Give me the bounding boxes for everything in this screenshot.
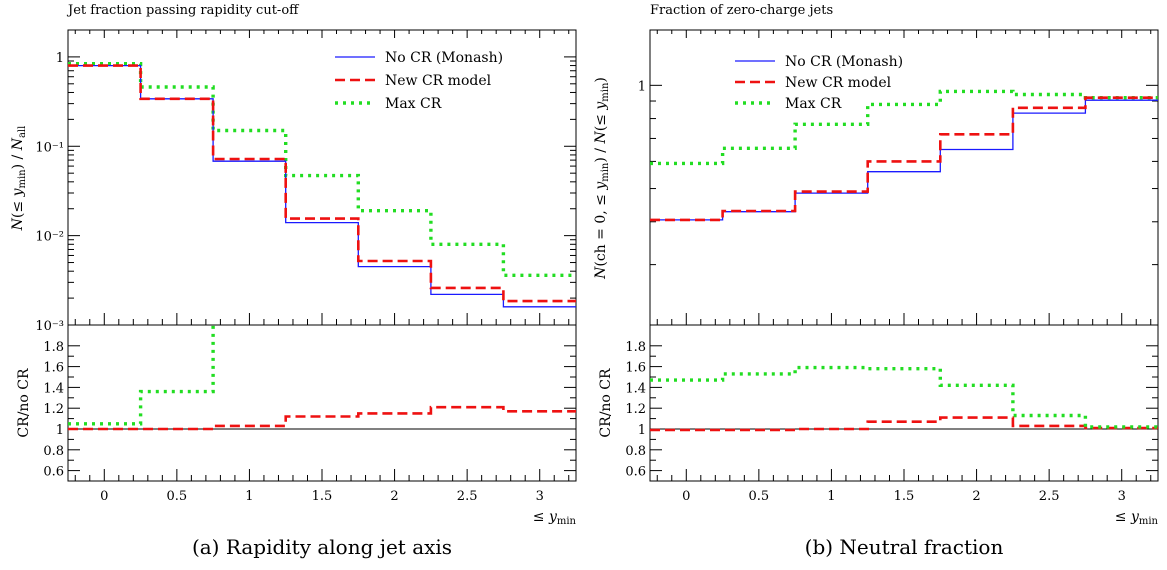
y-tick-label: 10⁻¹: [35, 140, 64, 155]
ratio-y-tick-label: 1.4: [43, 381, 64, 396]
series-line-dashed: [650, 96, 1158, 222]
x-tick-label: 0: [100, 489, 108, 504]
y-tick-label: 1: [56, 51, 64, 66]
chart-title: Fraction of zero-charge jets: [650, 3, 833, 18]
legend-label: New CR model: [785, 75, 892, 91]
legend-label: New CR model: [385, 73, 492, 89]
ratio-y-axis-label: CR/no CR: [598, 368, 614, 438]
x-tick-label: 3: [1118, 489, 1126, 504]
x-tick-label: 1: [245, 489, 253, 504]
panel-rapidity: Jet fraction passing rapidity cut-off N(…: [10, 3, 577, 559]
plot-elements: 0 0.5 1 1.5 2 2.5 3 1 10⁻¹ 10⁻² 10⁻³ 1.8 1.6 1.4 1.2 1 0…: [35, 29, 576, 504]
ratio-y-tick-label: 1.8: [43, 340, 64, 355]
ratio-y-tick-label: 1.6: [625, 361, 646, 376]
ratio-line-dotted: [650, 365, 1158, 429]
x-axis-label: ≤ ymin: [1115, 509, 1159, 527]
legend-label: Max CR: [785, 96, 842, 112]
plot-elements: 0 0.5 1 1.5 2 2.5 3 1 1.8 1.6 1.4 1.2 1 0.8 0.6 No CR (…: [625, 30, 1158, 504]
x-tick-label: 0.5: [167, 489, 188, 504]
ratio-line-dashed: [650, 416, 1158, 432]
x-tick-label: 0.5: [749, 489, 770, 504]
x-tick-label: 2: [390, 489, 398, 504]
ratio-y-tick-label: 1: [638, 423, 646, 438]
ratio-y-tick-label: 1.4: [625, 381, 646, 396]
y-tick-label: 10⁻³: [35, 319, 64, 334]
ratio-y-axis-label: CR/no CR: [16, 368, 32, 438]
x-tick-label: 0: [682, 489, 690, 504]
ratio-line-dotted: [68, 325, 215, 426]
legend-label: No CR (Monash): [785, 54, 903, 70]
x-tick-label: 1.5: [312, 489, 333, 504]
series-line-dashed: [68, 64, 576, 303]
ratio-plot-frame: [649, 324, 1159, 482]
x-axis-label: ≤ ymin: [533, 509, 577, 527]
x-tick-label: 2.5: [457, 489, 478, 504]
x-tick-label: 2: [972, 489, 980, 504]
ratio-y-tick-label: 0.8: [43, 444, 64, 459]
ratio-y-tick-label: 1.6: [43, 361, 64, 376]
y-tick-label: 1: [638, 79, 646, 94]
ratio-line-dashed: [68, 405, 576, 431]
ratio-y-tick-label: 0.8: [625, 444, 646, 459]
main-plot-frame: [67, 29, 577, 326]
main-plot-frame: [649, 29, 1159, 326]
caption-a: (a) Rapidity along jet axis: [192, 535, 452, 559]
ratio-y-tick-label: 0.6: [43, 465, 64, 480]
ratio-plot-frame: [67, 324, 577, 482]
ratio-y-tick-label: 1.8: [625, 340, 646, 355]
ratio-y-tick-label: 1.2: [625, 402, 646, 417]
series-line-dotted: [68, 62, 576, 277]
chart-title: Jet fraction passing rapidity cut-off: [66, 3, 300, 18]
ratio-y-tick-label: 1: [56, 423, 64, 438]
panel-neutral-fraction: Fraction of zero-charge jets N(ch = 0, ≤…: [593, 3, 1159, 559]
legend-label: Max CR: [385, 96, 442, 112]
y-axis-label: N(≤ ymin) / Nall: [10, 126, 28, 232]
y-axis-label: N(ch = 0, ≤ ymin) / N(≤ ymin): [593, 77, 611, 280]
series-line-solid: [68, 64, 576, 308]
legend-label: No CR (Monash): [385, 50, 503, 66]
x-tick-label: 3: [536, 489, 544, 504]
x-tick-label: 1: [827, 489, 835, 504]
x-tick-label: 2.5: [1039, 489, 1060, 504]
ratio-y-tick-label: 0.6: [625, 465, 646, 480]
ratio-y-tick-label: 1.2: [43, 402, 64, 417]
series-line-dotted: [650, 89, 1158, 166]
y-tick-label: 10⁻²: [35, 230, 64, 245]
caption-b: (b) Neutral fraction: [805, 535, 1004, 559]
series-line-solid: [650, 99, 1158, 221]
x-tick-label: 1.5: [894, 489, 915, 504]
